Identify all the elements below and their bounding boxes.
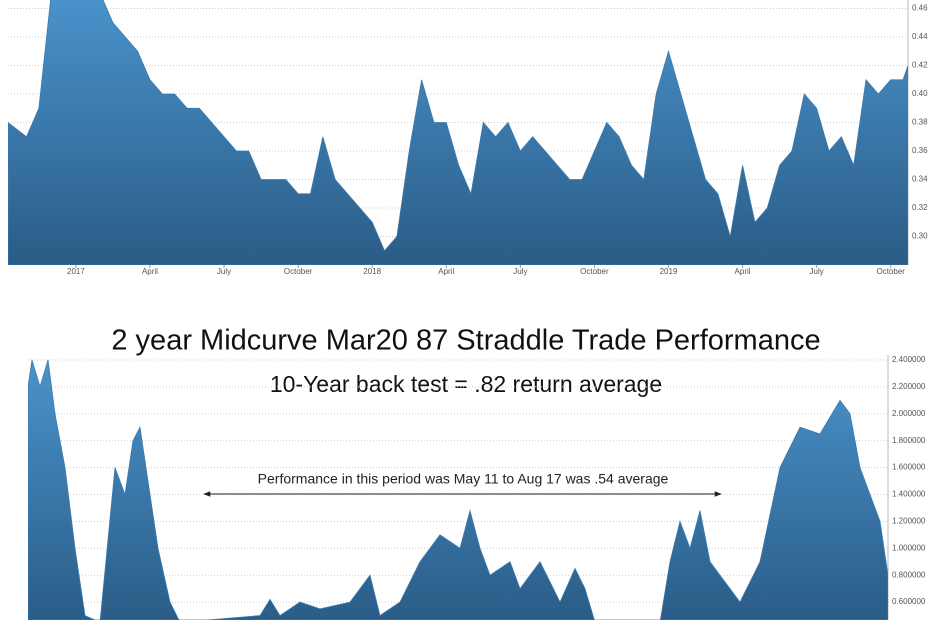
area — [8, 0, 908, 265]
x-tick-label: April — [438, 267, 454, 276]
y-tick-label: 1.800000 — [892, 436, 926, 445]
y-tick-label: 2.000000 — [892, 409, 926, 418]
chart-title: 2 year Midcurve Mar20 87 Straddle Trade … — [111, 325, 820, 357]
y-tick-label: 1.600000 — [892, 463, 926, 472]
x-tick-label: 2017 — [67, 267, 85, 276]
y-tick-label: 0.38 — [912, 118, 928, 127]
y-tick-label: 0.34 — [912, 175, 928, 184]
annotation: Performance in this period was May 11 to… — [258, 471, 669, 487]
y-tick-label: 0.40 — [912, 89, 928, 98]
y-tick-label: 2.400000 — [892, 355, 926, 364]
y-tick-label: 0.46 — [912, 4, 928, 13]
y-tick-label: 0.800000 — [892, 570, 926, 579]
y-tick-label: 0.42 — [912, 61, 928, 70]
y-tick-label: 1.000000 — [892, 543, 926, 552]
x-tick-label: October — [284, 267, 313, 276]
y-tick-label: 2.200000 — [892, 382, 926, 391]
x-tick-label: April — [735, 267, 751, 276]
x-tick-label: July — [810, 267, 824, 276]
y-tick-label: 1.400000 — [892, 490, 926, 499]
x-tick-label: 2019 — [660, 267, 678, 276]
x-tick-label: July — [513, 267, 527, 276]
y-tick-label: 0.30 — [912, 232, 928, 241]
area — [28, 359, 888, 620]
x-tick-label: July — [217, 267, 231, 276]
x-tick-label: 2018 — [363, 267, 381, 276]
x-tick-label: October — [876, 267, 905, 276]
chart-subtitle: 10-Year back test = .82 return average — [270, 371, 662, 397]
x-tick-label: October — [580, 267, 609, 276]
y-tick-label: 1.200000 — [892, 517, 926, 526]
y-tick-label: 0.32 — [912, 203, 928, 212]
y-tick-label: 0.600000 — [892, 597, 926, 606]
x-tick-label: April — [142, 267, 158, 276]
y-tick-label: 0.36 — [912, 146, 928, 155]
y-tick-label: 0.44 — [912, 32, 928, 41]
